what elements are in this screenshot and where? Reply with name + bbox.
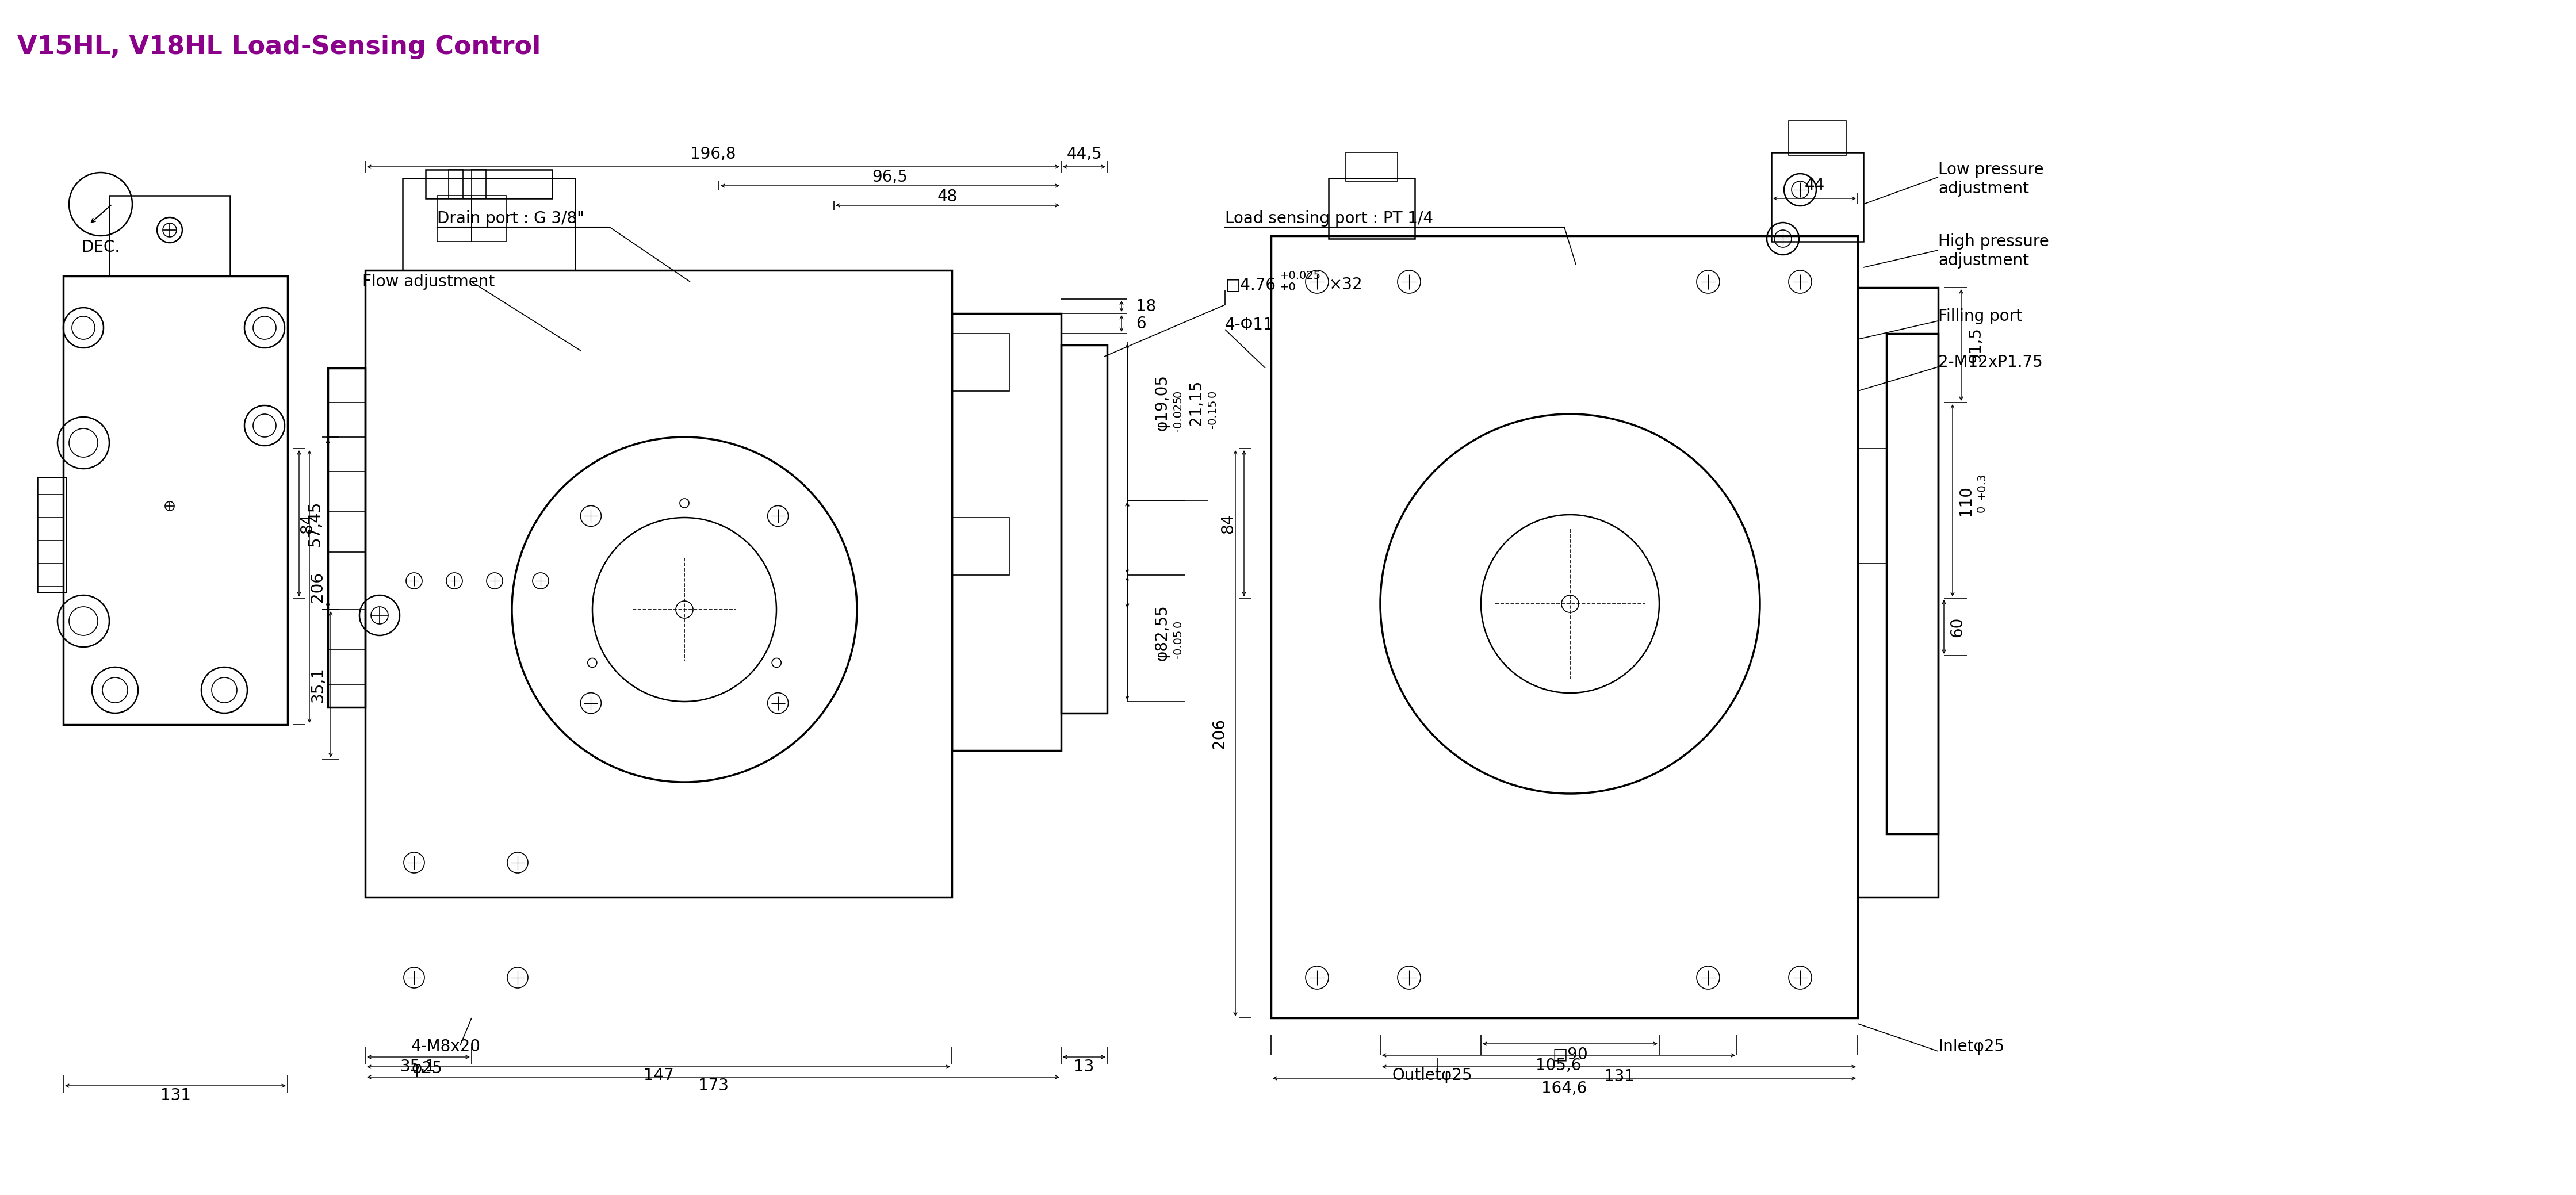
Bar <box>953 333 1010 391</box>
Text: 91,5: 91,5 <box>1968 327 1984 363</box>
Text: 96,5: 96,5 <box>871 168 907 185</box>
Bar <box>448 170 464 198</box>
Bar <box>1772 153 1862 241</box>
Text: 147: 147 <box>644 1067 675 1084</box>
Text: 6: 6 <box>1136 315 1146 332</box>
Text: Outletφ25: Outletφ25 <box>1391 1067 1471 1084</box>
Text: 196,8: 196,8 <box>690 146 737 163</box>
Text: -0.15: -0.15 <box>1208 399 1218 429</box>
Text: φ19,05: φ19,05 <box>1154 374 1170 430</box>
Text: 131: 131 <box>160 1087 191 1103</box>
Text: 35,1: 35,1 <box>399 1059 435 1074</box>
Text: 4-M8x20: 4-M8x20 <box>412 1038 482 1055</box>
Text: 131: 131 <box>1605 1068 1633 1085</box>
Text: 35,1: 35,1 <box>309 667 327 703</box>
Text: 110: 110 <box>1958 485 1973 515</box>
Text: 44: 44 <box>1803 177 1824 194</box>
Text: -0.05: -0.05 <box>1172 630 1182 658</box>
Bar <box>438 196 471 241</box>
Bar <box>64 276 289 724</box>
Text: 0: 0 <box>1976 505 1986 513</box>
Text: Filling port: Filling port <box>1937 308 2022 324</box>
Bar <box>108 196 229 276</box>
Text: 206: 206 <box>309 571 325 602</box>
Text: Load sensing port : PT 1/4: Load sensing port : PT 1/4 <box>1226 210 1432 227</box>
Text: φ25: φ25 <box>412 1060 443 1077</box>
Text: Drain port : G 3/8": Drain port : G 3/8" <box>438 210 585 227</box>
Text: adjustment: adjustment <box>1937 252 2030 269</box>
Bar <box>1857 448 1886 564</box>
Text: +0.025: +0.025 <box>1280 270 1321 281</box>
Text: +0.3: +0.3 <box>1976 472 1986 500</box>
Text: □4.76: □4.76 <box>1226 276 1275 293</box>
Bar <box>1329 178 1414 239</box>
Bar <box>471 196 505 241</box>
Bar <box>39 477 67 593</box>
Bar <box>1857 288 1937 897</box>
Text: 0: 0 <box>1172 620 1182 627</box>
Bar <box>1788 121 1847 155</box>
Text: adjustment: adjustment <box>1937 180 2030 197</box>
Bar <box>471 170 487 198</box>
Text: V15HL, V18HL Load-Sensing Control: V15HL, V18HL Load-Sensing Control <box>18 35 541 60</box>
Bar <box>327 368 366 707</box>
Text: 0: 0 <box>1208 391 1218 398</box>
Text: 21,15: 21,15 <box>1188 380 1206 425</box>
Text: 164,6: 164,6 <box>1540 1080 1587 1097</box>
Text: 57,45: 57,45 <box>307 501 322 546</box>
Text: ×32: ×32 <box>1329 276 1363 293</box>
Text: 84: 84 <box>299 513 314 533</box>
Bar <box>1061 345 1108 713</box>
Text: 206: 206 <box>1211 718 1226 748</box>
Text: 44,5: 44,5 <box>1066 146 1103 163</box>
Text: φ82,55: φ82,55 <box>1154 605 1170 661</box>
Text: Flow adjustment: Flow adjustment <box>363 274 495 290</box>
Bar <box>953 517 1010 575</box>
Text: 60: 60 <box>1950 617 1965 637</box>
Text: 173: 173 <box>698 1078 729 1093</box>
Text: 105,6: 105,6 <box>1535 1058 1582 1073</box>
Text: -0.025: -0.025 <box>1172 396 1182 433</box>
Text: 13: 13 <box>1074 1059 1095 1074</box>
Text: 48: 48 <box>938 189 958 204</box>
Bar <box>366 270 953 897</box>
Bar <box>953 313 1061 750</box>
Text: +0: +0 <box>1280 282 1296 293</box>
Text: □90: □90 <box>1553 1046 1587 1062</box>
Text: DEC.: DEC. <box>82 239 121 256</box>
Bar <box>1270 235 1857 1018</box>
Text: High pressure: High pressure <box>1937 233 2048 250</box>
Text: 2-M12xP1.75: 2-M12xP1.75 <box>1937 354 2043 370</box>
Text: 4-Φ11: 4-Φ11 <box>1226 317 1273 333</box>
Bar <box>425 170 551 198</box>
Bar <box>1886 333 1937 834</box>
Text: Inletφ25: Inletφ25 <box>1937 1038 2004 1055</box>
Text: 84: 84 <box>1221 513 1236 533</box>
Bar <box>402 178 574 270</box>
Text: 18: 18 <box>1136 299 1157 314</box>
Bar <box>1345 153 1399 182</box>
Text: Low pressure: Low pressure <box>1937 161 2043 178</box>
Text: 0: 0 <box>1172 391 1182 398</box>
